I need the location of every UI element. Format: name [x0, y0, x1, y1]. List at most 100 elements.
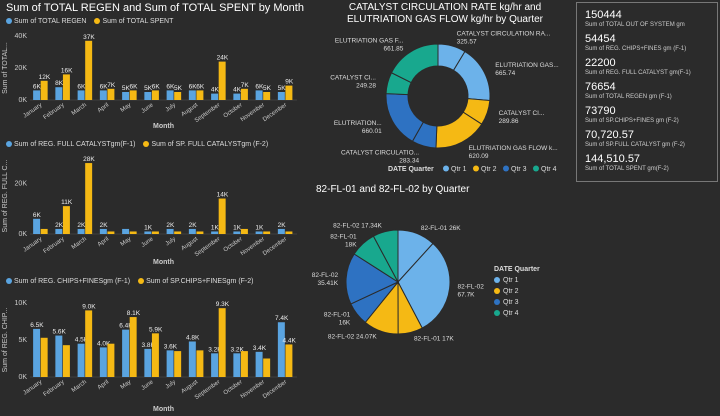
- legend-item-sp-full-catalyst[interactable]: Sum of SP. FULL CATALYSTgm (F-2): [151, 141, 269, 148]
- data-label: 7.4K: [275, 315, 289, 322]
- y-tick-label: 10K: [15, 300, 28, 307]
- x-tick-label: July: [165, 236, 177, 247]
- kpi-label: Sum of REG. CHIPS+FINES gm (F-1): [585, 46, 687, 52]
- pie-label: 82-FL-02 24.07K: [328, 334, 377, 341]
- y-tick-label: 0K: [18, 374, 27, 381]
- legend-dot-yellow-icon: [143, 141, 150, 148]
- bar: [129, 90, 137, 100]
- data-label: 1K: [211, 224, 220, 231]
- bar: [285, 344, 293, 377]
- kpi-sp-chips-fines: 73790 Sum of SP.CHIPS+FINES gm (F-2): [585, 105, 679, 125]
- x-tick-label: February: [43, 102, 66, 121]
- bar: [55, 87, 63, 100]
- data-label: 24K: [217, 55, 229, 62]
- kpi-value: 73790: [585, 105, 616, 117]
- y-axis-label: Sum of REG. CHIP...: [2, 308, 9, 373]
- data-label: 5K: [122, 85, 131, 92]
- y-tick-label: 20K: [15, 180, 28, 187]
- x-tick-label: December: [262, 379, 288, 400]
- y-tick-label: 0K: [18, 231, 27, 238]
- data-label: 4.0K: [97, 340, 111, 347]
- bar: [107, 343, 115, 377]
- pie-legend-qtr2[interactable]: Qtr 2: [494, 288, 540, 295]
- kpi-reg-full-catalyst: 22200 Sum of REG. FULL CATALYST gm(F-1): [585, 57, 691, 77]
- bar: [277, 92, 285, 100]
- legend-item-total-spent[interactable]: Sum of TOTAL SPENT: [102, 18, 174, 25]
- data-label: 6K: [33, 212, 42, 219]
- donut-legend-dot-icon: [503, 165, 509, 172]
- donut-label: CATALYST CIRCULATION RA...: [457, 30, 551, 37]
- data-label: 4.5K: [75, 337, 89, 344]
- kpi-label: Sum of TOTAL OUT OF SYSTEM gm: [585, 22, 685, 28]
- bar: [77, 90, 85, 100]
- bar: [85, 40, 93, 100]
- data-label: 6K: [255, 83, 264, 90]
- donut-label-value: 283.34: [399, 158, 419, 165]
- pie-legend-qtr3[interactable]: Qtr 3: [494, 299, 540, 306]
- x-tick-label: February: [43, 379, 66, 398]
- pie-label-value: 35.41K: [318, 280, 339, 287]
- data-label: 5K: [278, 85, 287, 92]
- bar: [196, 350, 204, 377]
- bar: [196, 231, 204, 234]
- bar: [144, 348, 152, 377]
- donut-label-value: 289.86: [499, 118, 519, 125]
- kpi-total-regen: 76654 Sum of TOTAL REGEN gm (F-1): [585, 81, 672, 101]
- data-label: 7K: [241, 82, 250, 89]
- donut-legend-item: Qtr 1: [451, 166, 467, 173]
- bar: [233, 231, 241, 234]
- donut-label: CATALYST CI...: [330, 74, 376, 81]
- pie-legend-qtr4[interactable]: Qtr 4: [494, 310, 540, 317]
- data-label: 6K: [196, 83, 205, 90]
- bar: [188, 90, 196, 100]
- pie-label-value: 67.7K: [458, 291, 476, 298]
- bar: [55, 335, 63, 377]
- kpi-value: 76654: [585, 81, 616, 93]
- data-label: 6K: [152, 83, 161, 90]
- pie-slice: [345, 253, 400, 305]
- pie-label: 82-FL-02: [312, 272, 339, 279]
- pie-label: 82-FL-01 17K: [414, 335, 454, 342]
- donut-label: ELUTRIATION GAS FLOW k...: [469, 145, 558, 152]
- legend-item-reg-full-catalyst[interactable]: Sum of REG. FULL CATALYSTgm(F-1): [14, 141, 136, 148]
- bar: [62, 345, 70, 377]
- pie-legend: DATE Quarter Qtr 1 Qtr 2 Qtr 3 Qtr 4: [494, 266, 540, 321]
- pie-legend-qtr1-label: Qtr 1: [503, 277, 519, 284]
- x-axis-label: Month: [153, 406, 174, 413]
- x-tick-label: December: [262, 236, 288, 257]
- x-tick-label: April: [97, 379, 110, 391]
- bar: [255, 231, 263, 234]
- data-label: 3.2K: [230, 346, 244, 353]
- bar: [240, 351, 248, 377]
- data-label: 1K: [233, 224, 242, 231]
- x-tick-label: November: [240, 379, 266, 400]
- legend-dot-blue-icon: [6, 278, 12, 285]
- donut-legend-dot-icon: [473, 165, 479, 172]
- x-tick-label: July: [165, 379, 177, 390]
- donut-label-value: 661.85: [384, 45, 404, 52]
- legend-item-reg-chips-fines[interactable]: Sum of REG. CHIPS+FINESgm (F-1): [14, 278, 131, 285]
- x-tick-label: September: [194, 379, 221, 401]
- x-tick-label: May: [120, 236, 133, 247]
- kpi-reg-chips-fines: 54454 Sum of REG. CHIPS+FINES gm (F-1): [585, 33, 686, 53]
- bar: [277, 322, 285, 377]
- bar: [188, 228, 196, 234]
- data-label: 28K: [83, 156, 95, 163]
- data-label: 3.6K: [164, 343, 178, 350]
- donut-legend-dot-icon: [443, 165, 449, 172]
- x-tick-label: May: [120, 379, 133, 390]
- donut-label-value: 665.74: [495, 70, 515, 77]
- pie-legend-qtr4-label: Qtr 4: [503, 310, 519, 317]
- legend-item-total-regen[interactable]: Sum of TOTAL REGEN: [14, 18, 87, 25]
- bar: [55, 228, 63, 234]
- bar: [40, 228, 48, 234]
- pie-legend-qtr1[interactable]: Qtr 1: [494, 277, 540, 284]
- pie-label: 82-FL-01: [330, 233, 357, 240]
- bar: [166, 228, 174, 234]
- bar: [33, 218, 41, 234]
- kpi-value: 54454: [585, 33, 616, 45]
- x-tick-label: June: [141, 379, 156, 392]
- x-tick-label: November: [240, 102, 266, 123]
- chart3-bar-chart: Sum of REG. CHIP... 0K 5K 10K 6.5K January 5.6…: [2, 300, 297, 413]
- legend-item-sp-chips-fines[interactable]: Sum of SP.CHIPS+FINESgm (F-2): [146, 278, 254, 285]
